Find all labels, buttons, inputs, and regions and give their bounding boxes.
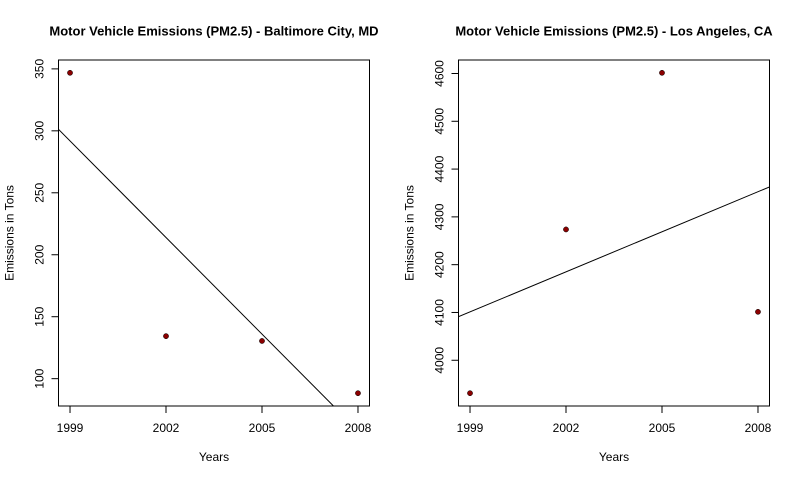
data-point	[563, 226, 569, 233]
y-tick-label: 4400	[433, 155, 447, 182]
panel: Motor Vehicle Emissions (PM2.5) - Baltim…	[3, 23, 379, 464]
data-point	[163, 333, 169, 339]
regression-line	[58, 128, 335, 406]
chart-title: Motor Vehicle Emissions (PM2.5) - Los An…	[455, 23, 773, 38]
x-axis-label: Years	[199, 450, 229, 464]
x-tick-label: 2005	[249, 421, 276, 435]
y-axis-label: Emissions in Tons	[403, 185, 417, 281]
y-tick-label: 100	[33, 368, 47, 388]
y-tick-label: 4000	[433, 347, 447, 374]
data-point	[259, 338, 265, 344]
x-tick-label: 2008	[345, 421, 372, 435]
x-tick-label: 1999	[57, 421, 84, 435]
y-tick-label: 4600	[433, 60, 447, 87]
y-tick-label: 350	[33, 59, 47, 79]
panel: Motor Vehicle Emissions (PM2.5) - Los An…	[403, 23, 774, 464]
x-tick-label: 2002	[553, 421, 580, 435]
y-tick-label: 200	[33, 244, 47, 264]
x-tick-label: 2005	[649, 421, 676, 435]
y-tick-label: 4300	[433, 203, 447, 230]
data-point	[355, 390, 361, 397]
y-tick-label: 4100	[433, 299, 447, 326]
x-tick-label: 1999	[457, 421, 484, 435]
y-tick-label: 300	[33, 120, 47, 140]
data-point	[467, 390, 473, 397]
data-point	[67, 69, 73, 76]
y-tick-label: 250	[33, 182, 47, 202]
x-tick-label: 2002	[153, 421, 180, 435]
x-axis-label: Years	[599, 450, 629, 464]
data-point	[659, 69, 665, 76]
x-tick-label: 2008	[745, 421, 772, 435]
y-axis-label: Emissions in Tons	[3, 185, 17, 281]
regression-line	[458, 186, 770, 318]
y-tick-label: 4500	[433, 108, 447, 135]
chart-title: Motor Vehicle Emissions (PM2.5) - Baltim…	[49, 23, 378, 38]
data-point	[755, 308, 761, 315]
y-tick-label: 4200	[433, 251, 447, 278]
y-tick-label: 150	[33, 306, 47, 326]
